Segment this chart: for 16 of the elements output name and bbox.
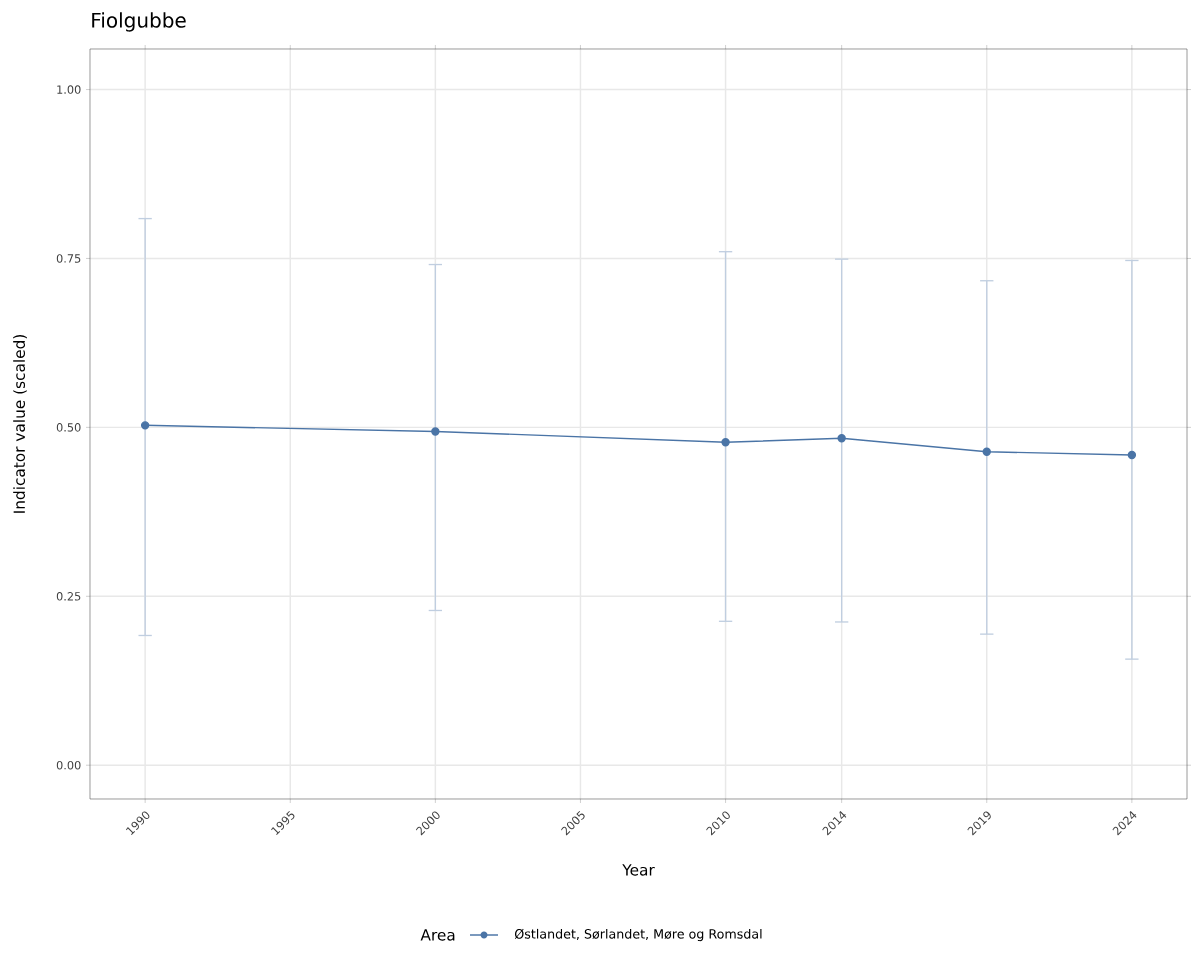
x-axis-title: Year <box>622 864 655 876</box>
legend-title: Area <box>420 929 455 941</box>
point <box>837 433 846 443</box>
y-tick-label: 0.75 <box>56 254 81 263</box>
point <box>140 421 150 430</box>
y-axis-title: Indicator value (scaled) <box>13 335 27 513</box>
point <box>982 447 991 456</box>
point <box>431 427 440 436</box>
y-tick-label: 0.00 <box>56 760 81 770</box>
point <box>1127 450 1137 460</box>
chart-title: Fiolgubbe <box>92 12 186 32</box>
y-tick-label: 0.25 <box>56 592 81 601</box>
legend-label: Østlandet, Sørlandet, Møre og Romsdal <box>514 928 762 942</box>
y-tick-label: 0.50 <box>56 423 81 432</box>
point <box>721 438 730 447</box>
y-tick-label: 1.00 <box>57 85 81 94</box>
